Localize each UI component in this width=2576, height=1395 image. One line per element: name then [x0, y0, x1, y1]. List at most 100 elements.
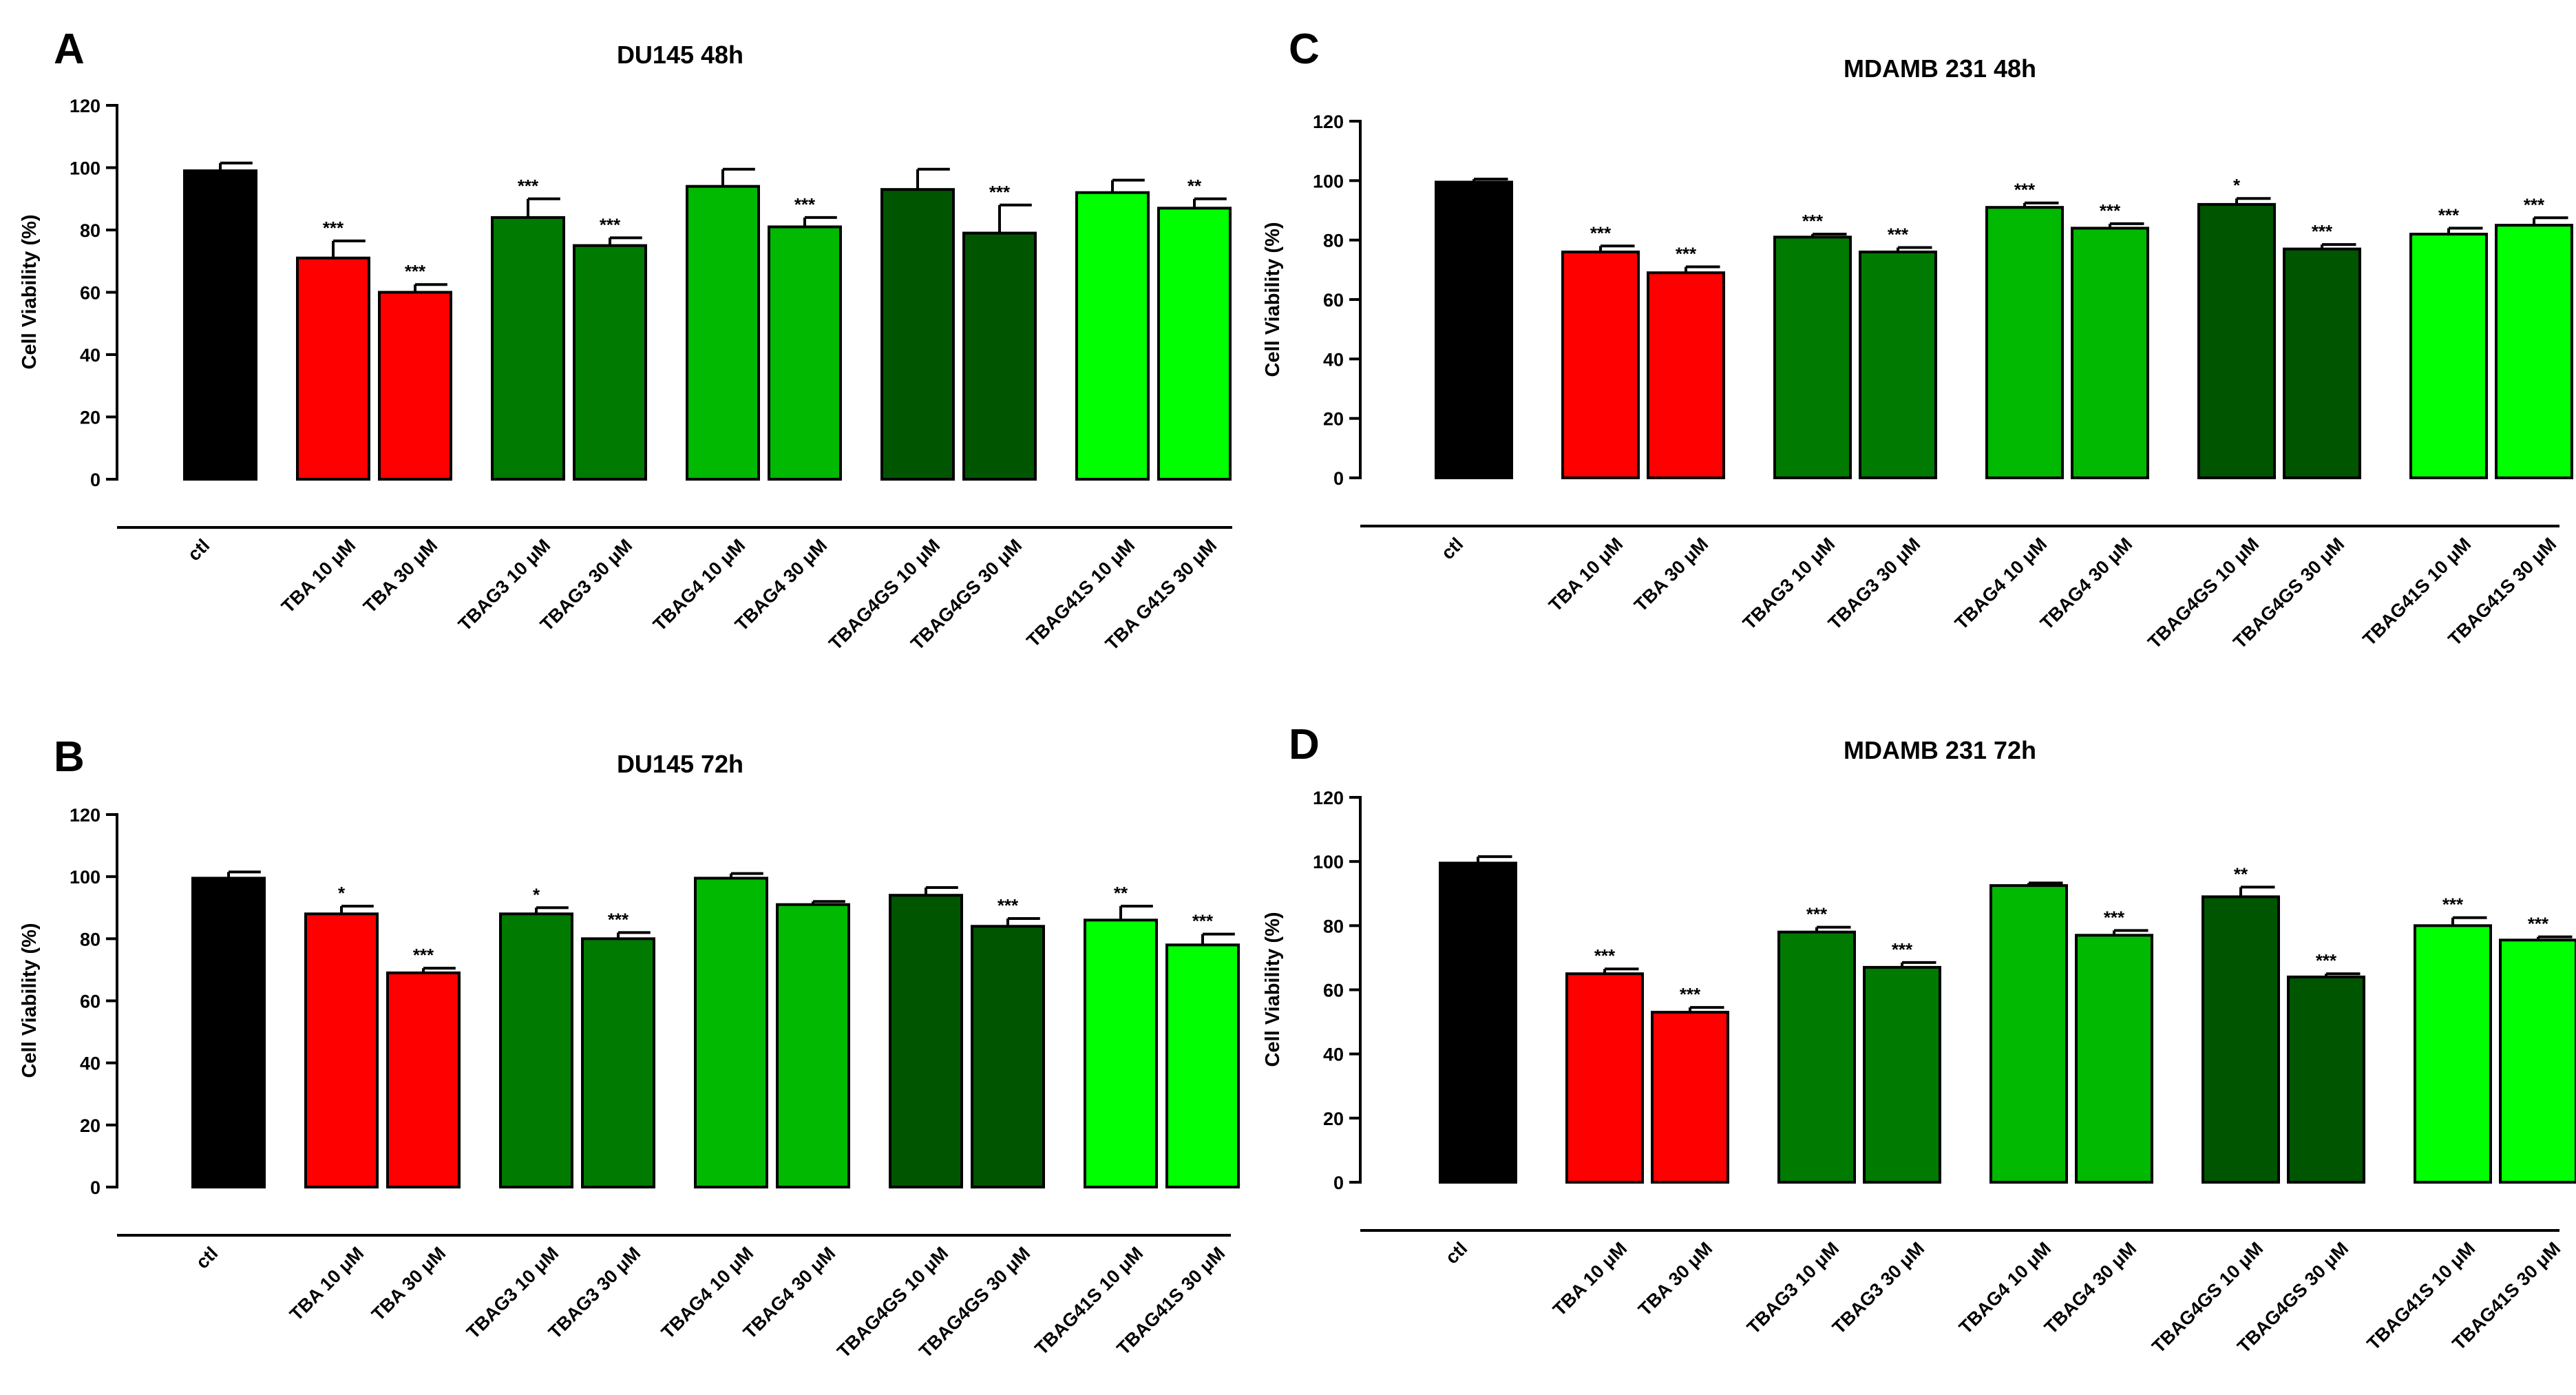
significance-label: *** — [2014, 180, 2036, 200]
significance-label: *** — [323, 218, 344, 238]
chart-title: DU145 72h — [617, 750, 743, 778]
panel-label: A — [54, 25, 85, 73]
significance-label: ** — [1187, 176, 1202, 196]
bar — [296, 256, 370, 481]
significance-label: *** — [413, 945, 434, 965]
y-tick-label: 100 — [70, 867, 101, 888]
x-tick-label: TBA 10 μM — [277, 535, 359, 617]
significance-label: *** — [518, 176, 539, 196]
y-axis-label: Cell Viability (%) — [19, 214, 41, 369]
bar — [1439, 861, 1517, 1184]
bar — [491, 216, 565, 481]
y-tick-label: 80 — [1323, 916, 1344, 936]
significance-label: *** — [1806, 904, 1828, 925]
bar — [1561, 250, 1640, 479]
chart-panel-d: D MDAMB 231 72h 0 20 40 60 80 100 120 Cell Viabil… — [1262, 721, 2576, 1357]
y-tick-label: 40 — [80, 1053, 101, 1074]
y-tick-label: 60 — [80, 992, 101, 1012]
bar — [1157, 207, 1232, 481]
bar — [2499, 938, 2576, 1184]
significance-label: *** — [600, 214, 621, 235]
y-tick-label: 40 — [80, 345, 101, 366]
y-tick-label: 20 — [1323, 409, 1344, 430]
chart-panel-c: C MDAMB 231 48h 0 20 40 60 80 100 120 Cell Viabil… — [1262, 25, 2573, 653]
chart-title: DU145 48h — [617, 41, 743, 69]
y-axis-label: Cell Viability (%) — [1262, 222, 1284, 377]
x-tick-label: TBAG4 30 μM — [2040, 1238, 2140, 1338]
bar — [1075, 191, 1150, 481]
x-tick-label: ctl — [1442, 1238, 1471, 1268]
panel-label: B — [54, 733, 85, 781]
chart-panel-b: B DU145 72h 0 20 40 60 80 100 120 Cell Viability … — [19, 733, 1240, 1362]
bar — [2414, 924, 2492, 1184]
significance-label: * — [2233, 175, 2241, 196]
x-tick-label: TBAG4 30 μM — [2036, 534, 2136, 633]
y-tick-label: 120 — [70, 96, 101, 116]
bar — [1985, 206, 2064, 479]
x-tick-label: ctl — [1437, 534, 1467, 563]
significance-label: *** — [1888, 224, 1909, 244]
bar — [1651, 1011, 1729, 1184]
y-tick-label: 120 — [1313, 112, 1344, 132]
significance-label: *** — [2316, 950, 2337, 971]
y-axis-label: Cell Viability (%) — [1262, 912, 1284, 1067]
significance-label: *** — [2442, 894, 2464, 915]
y-tick-label: 80 — [80, 220, 101, 241]
bar — [2409, 233, 2488, 479]
bar — [686, 185, 760, 481]
y-tick-label: 60 — [1323, 290, 1344, 311]
bar — [1777, 930, 1856, 1184]
bar — [378, 291, 452, 481]
bar — [880, 188, 955, 481]
significance-label: *** — [1892, 939, 1913, 960]
y-tick-label: 100 — [1313, 852, 1344, 872]
significance-label: *** — [405, 261, 426, 282]
y-tick-label: 60 — [1323, 980, 1344, 1001]
significance-label: *** — [997, 895, 1019, 916]
x-tick-label: TBA 30 μM — [359, 535, 441, 617]
y-tick-label: 100 — [1313, 171, 1344, 191]
x-tick-label: TBA 10 μM — [1545, 534, 1627, 616]
significance-label: *** — [1680, 984, 1701, 1005]
bar — [1863, 965, 1941, 1184]
panel-label: C — [1289, 25, 1320, 73]
bar — [962, 231, 1037, 481]
chart-title: MDAMB 231 48h — [1844, 54, 2036, 83]
significance-label: *** — [2312, 221, 2333, 242]
y-tick-label: 120 — [70, 805, 101, 826]
y-tick-label: 20 — [80, 408, 101, 428]
significance-label: ** — [2234, 863, 2248, 884]
y-tick-label: 60 — [80, 283, 101, 304]
panel-label: D — [1289, 721, 1320, 768]
significance-label: *** — [2100, 200, 2121, 221]
chart-panel-a: A DU145 48h 0 20 40 60 80 100 120 Cell Viability … — [19, 25, 1232, 654]
x-tick-label: TBA 10 μM — [286, 1243, 368, 1325]
y-tick-label: 0 — [1333, 468, 1344, 489]
x-tick-label: TBA 30 μM — [368, 1243, 450, 1325]
x-tick-label: TBAG3 30 μM — [1828, 1238, 1928, 1338]
significance-label: *** — [1192, 911, 1214, 932]
bar — [2283, 247, 2361, 479]
y-tick-label: 120 — [1313, 788, 1344, 808]
significance-label: *** — [1802, 211, 1824, 231]
y-tick-label: 80 — [80, 929, 101, 950]
significance-label: * — [533, 884, 540, 905]
bar — [581, 937, 655, 1189]
bar — [971, 925, 1045, 1189]
bar — [1859, 250, 1937, 479]
significance-label: *** — [1590, 222, 1612, 243]
bar — [573, 244, 647, 481]
significance-label: *** — [1594, 945, 1616, 966]
significance-label: ** — [1114, 883, 1128, 903]
bar — [2287, 975, 2365, 1184]
significance-label: *** — [2528, 914, 2549, 934]
bar — [694, 877, 768, 1188]
bar — [768, 225, 842, 481]
bar — [1773, 235, 1852, 479]
y-tick-label: 0 — [90, 470, 101, 490]
bar — [2071, 227, 2149, 479]
significance-label: *** — [989, 182, 1011, 202]
bar — [2197, 202, 2276, 479]
bar — [304, 912, 379, 1189]
x-tick-label: TBAG3 30 μM — [1824, 534, 1924, 633]
